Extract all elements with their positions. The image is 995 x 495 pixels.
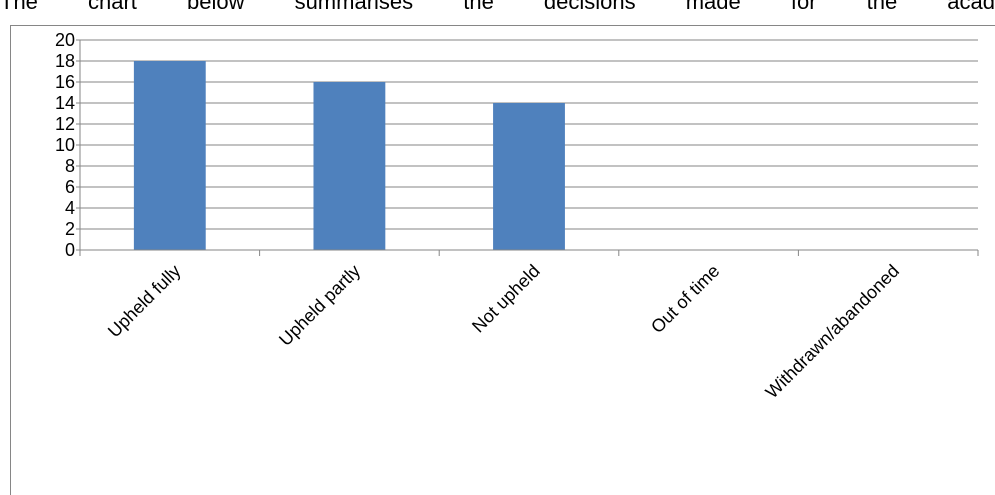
y-tick-label: 2 [65, 219, 75, 239]
bars [133, 61, 565, 250]
x-category-label: Upheld partly [275, 261, 364, 350]
chart-frame [10, 25, 995, 495]
y-tick-label: 20 [55, 30, 75, 50]
y-tick-label: 8 [65, 156, 75, 176]
y-tick-label: 16 [55, 72, 75, 92]
x-category-label: Withdrawn/abandoned [762, 261, 904, 403]
y-tick-label: 12 [55, 114, 75, 134]
y-tick-label: 4 [65, 198, 75, 218]
bar [313, 82, 386, 250]
y-tick-label: 14 [55, 93, 75, 113]
y-tick-label: 6 [65, 177, 75, 197]
axes [76, 39, 979, 256]
bar [133, 61, 206, 250]
x-category-label: Not upheld [468, 261, 544, 337]
gridlines [80, 39, 978, 230]
y-tick-label: 18 [55, 51, 75, 71]
intro-text: The chart below summarises the decisions… [0, 0, 995, 14]
bar [493, 103, 565, 250]
x-category-label: Upheld fully [104, 261, 185, 342]
y-tick-label: 0 [65, 240, 75, 260]
x-category-label: Out of time [647, 261, 723, 337]
y-tick-label: 10 [55, 135, 75, 155]
